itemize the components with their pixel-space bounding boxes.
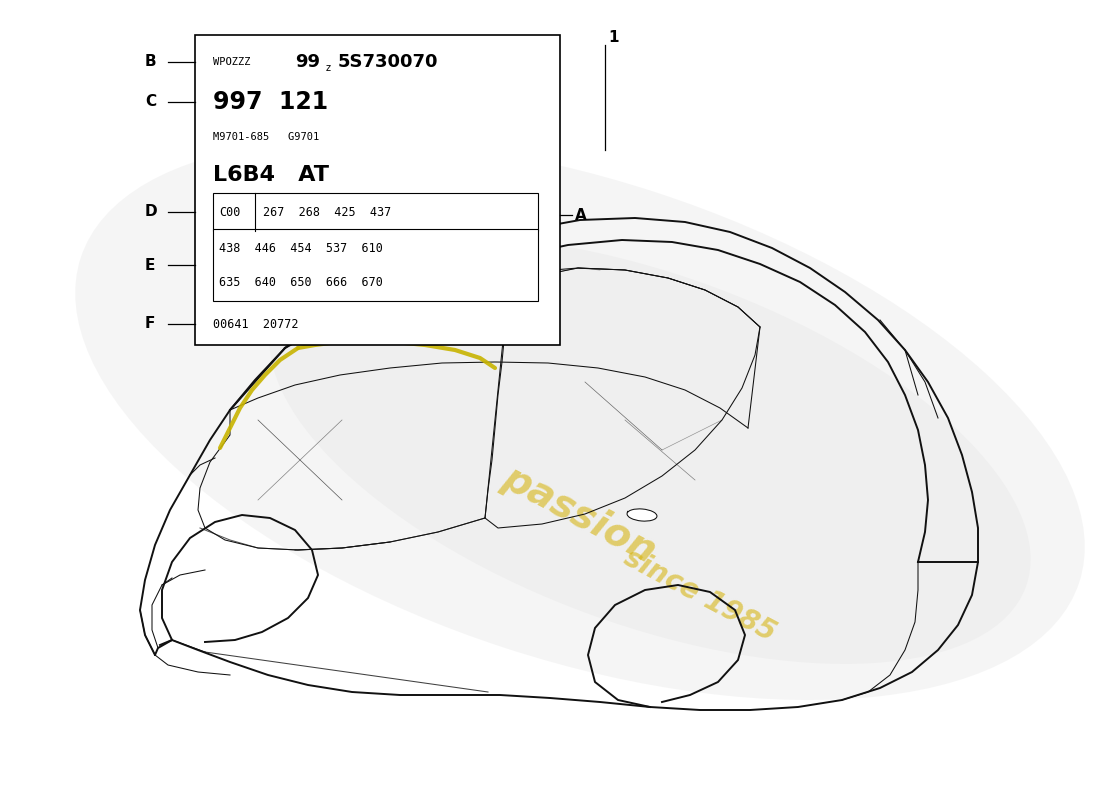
- Text: A: A: [575, 207, 586, 222]
- Text: 1: 1: [608, 30, 618, 46]
- Text: 635  640  650  666  670: 635 640 650 666 670: [219, 275, 383, 289]
- FancyBboxPatch shape: [195, 35, 560, 345]
- FancyBboxPatch shape: [213, 193, 538, 231]
- Text: C00: C00: [219, 206, 241, 218]
- Text: 5S730070: 5S730070: [338, 53, 439, 71]
- Ellipse shape: [627, 509, 657, 521]
- Text: 267  268  425  437: 267 268 425 437: [263, 206, 392, 218]
- Text: z: z: [326, 63, 331, 73]
- Text: B: B: [145, 54, 156, 70]
- Text: passion: passion: [497, 458, 663, 571]
- FancyBboxPatch shape: [213, 229, 538, 301]
- Text: 997  121: 997 121: [213, 90, 328, 114]
- Ellipse shape: [75, 140, 1085, 700]
- Text: L6B4   AT: L6B4 AT: [213, 165, 329, 185]
- Text: 00641  20772: 00641 20772: [213, 318, 298, 330]
- Text: F: F: [145, 317, 155, 331]
- Text: D: D: [145, 205, 157, 219]
- Text: since 1985: since 1985: [619, 543, 781, 646]
- Ellipse shape: [270, 236, 1031, 664]
- Text: 438  446  454  537  610: 438 446 454 537 610: [219, 242, 383, 254]
- Text: WPOZZZ: WPOZZZ: [213, 57, 251, 67]
- Text: E: E: [145, 258, 155, 273]
- Text: C: C: [145, 94, 156, 110]
- Text: M9701-685   G9701: M9701-685 G9701: [213, 132, 319, 142]
- Text: 99: 99: [295, 53, 320, 71]
